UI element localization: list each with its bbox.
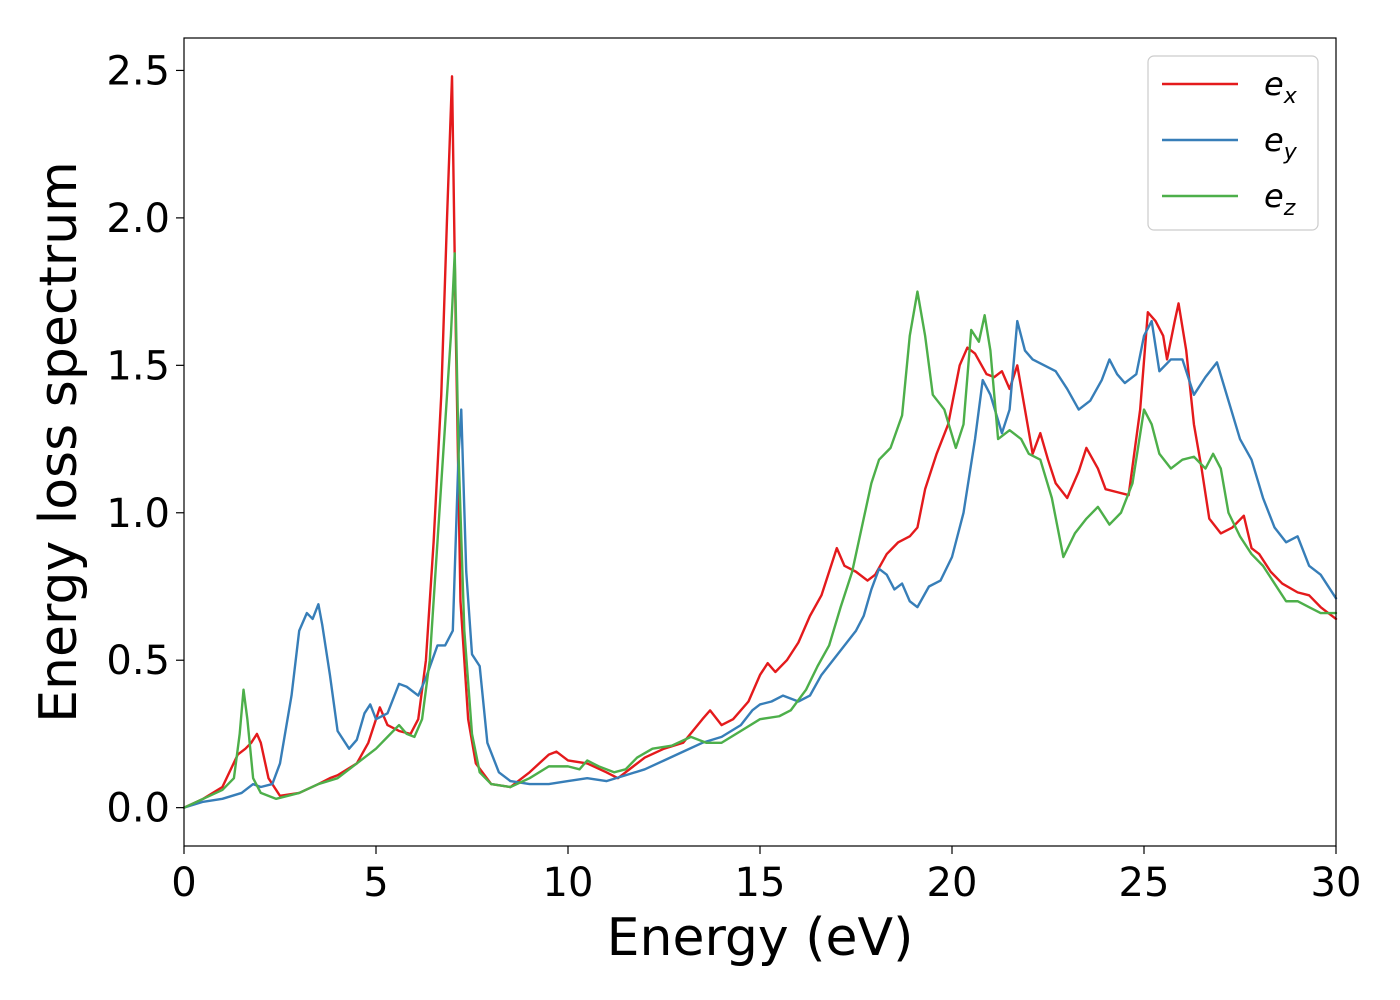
y-tick-label: 1.5 bbox=[106, 343, 170, 389]
series-line-y bbox=[182, 319, 1338, 809]
x-tick-label: 25 bbox=[1119, 860, 1170, 906]
y-tick-label: 2.5 bbox=[106, 48, 170, 94]
legend-label-y: ey bbox=[1264, 121, 1298, 165]
x-tick-label: 30 bbox=[1311, 860, 1362, 906]
series-layer bbox=[182, 75, 1338, 809]
y-tick-label: 1.0 bbox=[106, 491, 170, 537]
y-axis: 0.0 0.5 1.0 1.5 2.0 2.5 bbox=[106, 48, 184, 832]
x-axis: 0 5 10 15 20 25 30 bbox=[171, 846, 1361, 906]
y-axis-title: Energy loss spectrum bbox=[29, 161, 89, 723]
series-line-x bbox=[182, 75, 1338, 809]
x-tick-label: 5 bbox=[363, 860, 388, 906]
y-tick-label: 0.5 bbox=[106, 638, 170, 684]
legend-label-x: ex bbox=[1264, 65, 1298, 109]
x-tick-label: 10 bbox=[543, 860, 594, 906]
y-tick-label: 2.0 bbox=[106, 196, 170, 242]
x-tick-label: 0 bbox=[171, 860, 196, 906]
legend: ex ey ez bbox=[1147, 55, 1319, 231]
x-axis-title: Energy (eV) bbox=[607, 908, 914, 968]
y-tick-label: 0.0 bbox=[106, 786, 170, 832]
x-tick-label: 20 bbox=[927, 860, 978, 906]
legend-label-z: ez bbox=[1264, 177, 1296, 221]
legend-entries: ex ey ez bbox=[1162, 65, 1298, 221]
legend-box bbox=[1147, 55, 1319, 231]
series-line-z bbox=[182, 252, 1338, 809]
x-tick-label: 15 bbox=[735, 860, 786, 906]
